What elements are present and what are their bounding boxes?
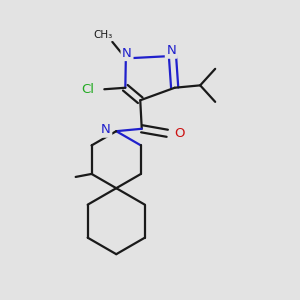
Text: CH₃: CH₃ (94, 30, 113, 40)
Text: N: N (122, 46, 132, 59)
Text: N: N (101, 123, 111, 136)
Text: Cl: Cl (81, 83, 94, 96)
Text: N: N (167, 44, 176, 57)
Text: O: O (174, 127, 184, 140)
Text: Cl: Cl (81, 83, 94, 96)
Text: N: N (101, 123, 111, 136)
Text: CH₃: CH₃ (94, 30, 113, 40)
Text: N: N (122, 47, 132, 60)
Text: N: N (166, 44, 176, 57)
Text: O: O (174, 127, 184, 140)
